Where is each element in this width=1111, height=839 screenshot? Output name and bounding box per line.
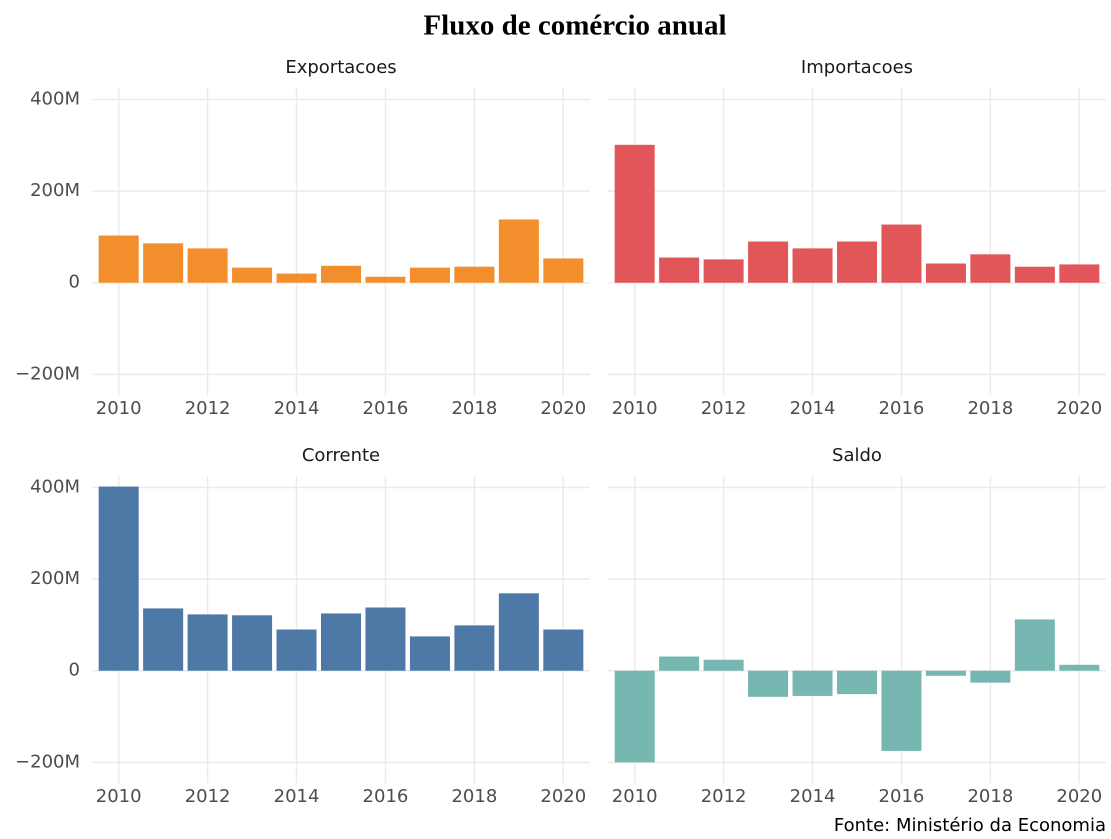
x-tick-label: 2014 — [790, 786, 836, 807]
bar — [836, 241, 878, 283]
x-tick-label: 2016 — [879, 398, 925, 419]
bar — [320, 613, 362, 671]
x-tick-label: 2018 — [967, 786, 1013, 807]
panel-title: Exportacoes — [285, 57, 396, 78]
bar — [836, 670, 878, 695]
x-tick-label: 2016 — [879, 786, 925, 807]
x-tick-label: 2014 — [274, 786, 320, 807]
chart-title: Fluxo de comércio anual — [423, 10, 726, 42]
panel-title: Saldo — [832, 445, 882, 466]
bar — [187, 248, 228, 283]
y-tick-label: −200M — [15, 751, 80, 772]
bar — [143, 608, 184, 671]
bar — [276, 273, 317, 283]
bar — [970, 670, 1011, 683]
bar — [1059, 664, 1100, 671]
bar — [881, 670, 922, 751]
bar — [498, 593, 539, 671]
bar — [98, 235, 139, 283]
y-tick-label: 400M — [30, 88, 80, 109]
bar — [659, 656, 700, 671]
bar — [409, 636, 450, 671]
bar — [276, 629, 317, 671]
x-tick-label: 2016 — [363, 398, 409, 419]
panel-title: Importacoes — [801, 57, 913, 78]
x-tick-label: 2020 — [1056, 786, 1102, 807]
x-tick-label: 2018 — [451, 398, 497, 419]
bar — [703, 259, 744, 283]
bar — [498, 219, 539, 283]
bar — [1014, 266, 1055, 283]
bar — [143, 243, 184, 283]
bar — [748, 241, 789, 283]
bar — [703, 659, 744, 671]
bar — [1014, 619, 1055, 671]
bar — [454, 266, 495, 283]
y-tick-label: 0 — [69, 272, 80, 293]
bar — [614, 670, 655, 763]
x-tick-label: 2014 — [790, 398, 836, 419]
bar — [409, 267, 450, 283]
y-tick-label: −200M — [15, 363, 80, 384]
y-tick-label: 200M — [30, 180, 80, 201]
x-tick-label: 2020 — [540, 786, 586, 807]
x-tick-label: 2016 — [363, 786, 409, 807]
bar — [792, 670, 833, 696]
x-tick-label: 2010 — [96, 786, 142, 807]
x-tick-label: 2012 — [185, 398, 231, 419]
bar — [614, 144, 655, 283]
bar — [881, 224, 922, 283]
x-tick-label: 2010 — [612, 398, 658, 419]
y-tick-label: 0 — [69, 660, 80, 681]
x-tick-label: 2010 — [96, 398, 142, 419]
bar — [543, 629, 584, 671]
bar — [365, 607, 406, 671]
bar — [98, 486, 139, 671]
caption: Fonte: Ministério da Economia — [834, 815, 1106, 836]
bar — [659, 257, 700, 283]
bar — [320, 265, 362, 283]
x-tick-label: 2020 — [1056, 398, 1102, 419]
x-tick-label: 2018 — [967, 398, 1013, 419]
bar — [1059, 264, 1100, 283]
x-tick-label: 2010 — [612, 786, 658, 807]
x-tick-label: 2012 — [185, 786, 231, 807]
bar — [792, 248, 833, 283]
bar — [232, 267, 273, 283]
x-tick-label: 2020 — [540, 398, 586, 419]
x-tick-label: 2012 — [701, 398, 747, 419]
y-tick-label: 200M — [30, 568, 80, 589]
bar — [970, 254, 1011, 283]
bar — [925, 670, 966, 676]
bar — [925, 263, 966, 283]
panel-title: Corrente — [302, 445, 380, 466]
x-tick-label: 2014 — [274, 398, 320, 419]
bar — [543, 258, 584, 283]
x-tick-label: 2012 — [701, 786, 747, 807]
bar — [748, 670, 789, 697]
bar — [232, 615, 273, 671]
bar — [454, 625, 495, 671]
bar — [365, 276, 406, 283]
bar — [187, 614, 228, 671]
y-tick-label: 400M — [30, 476, 80, 497]
x-tick-label: 2018 — [451, 786, 497, 807]
